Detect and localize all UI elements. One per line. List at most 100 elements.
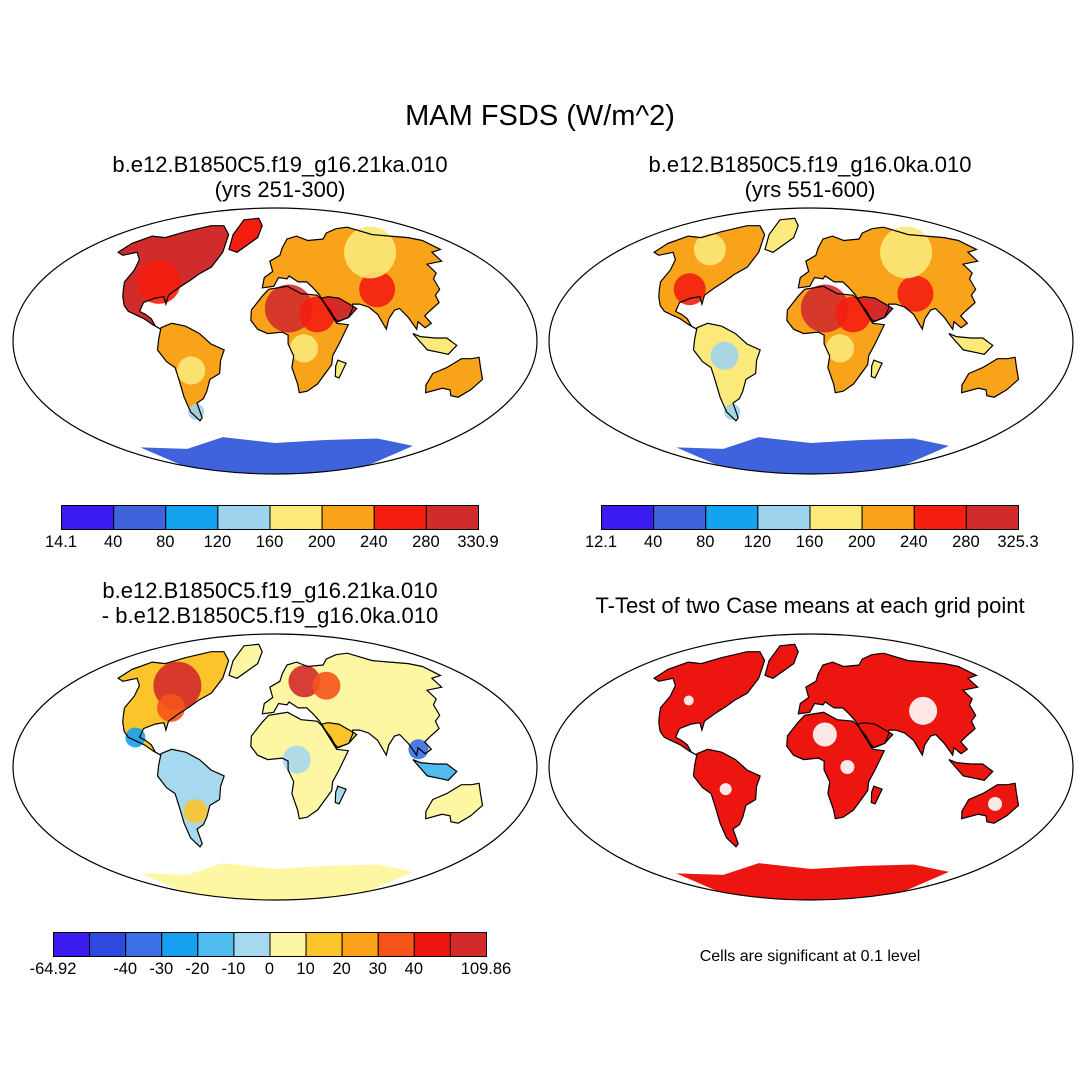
land-australia [425,357,483,398]
coastline-australia [961,356,1020,398]
land-africa [786,712,885,819]
map-outline [12,207,538,475]
coastline-africa [250,285,350,394]
land-antarctica [140,437,413,474]
colorbar-box [373,505,427,530]
colorbar-box [269,505,323,530]
colorbar-boxes [61,505,479,530]
colorbar-boxes [53,932,487,957]
colorbar-tick-label: 40 [103,533,123,551]
field-patch [724,403,741,420]
panel-title-case1-line2: (yrs 251-300) [214,177,346,202]
colorbar-tick-label: -20 [185,960,210,978]
land-greenland [765,644,799,679]
coastline-greenland [764,217,799,253]
map-outline [548,633,1074,901]
field-patch [312,671,341,700]
land-eurasia [262,227,442,330]
land-madagascar [871,360,883,378]
colorbar-box [377,932,415,957]
main-title: MAM FSDS (W/m^2) [405,100,675,132]
field-patch [359,271,396,308]
coastline-arabia [856,296,894,323]
colorbar-tick-label: 109.86 [460,960,512,978]
coastline-madagascar [334,785,347,805]
land-indonesia [948,333,993,355]
map-outline [548,207,1074,475]
field-patch [683,695,694,706]
colorbar-tick-label: 120 [203,533,232,551]
land-madagascar [335,360,347,378]
coastline-australia [961,782,1020,824]
field-patch [719,783,732,796]
colorbar-tick-label: 40 [643,533,663,551]
colorbar-box [165,505,219,530]
colorbar-box [89,932,127,957]
colorbar-box [757,505,811,530]
colorbar-tick-label: 240 [359,533,388,551]
field-patch [835,296,872,333]
land-greenland [765,218,799,253]
colorbar-tick-label: 12.1 [584,533,618,551]
colorbar-box [321,505,375,530]
colorbar-box [161,932,199,957]
land-madagascar [871,786,883,804]
coastline-indonesia [948,759,994,781]
coastline-australia [425,782,484,824]
colorbar-tick-label: 240 [899,533,928,551]
field-patch [408,739,429,760]
colorbar-tick-label: -64.92 [29,960,77,978]
field-patch [157,693,186,722]
colorbar-tick-label: 40 [404,960,424,978]
colorbar-tick-label: 120 [743,533,772,551]
land-arabia [321,722,357,748]
colorbar-tick-label: 280 [412,533,440,551]
colorbar-tick-label: 160 [255,533,284,551]
colorbar-box [861,505,915,530]
field-patch [897,275,934,312]
colorbar-box [269,932,307,957]
colorbar-tick-label: -30 [149,960,174,978]
significance-note: Cells are significant at 0.1 level [699,948,921,965]
land-indonesia [412,759,457,781]
colorbar-box [125,932,163,957]
field-patch [177,356,206,385]
land-southAmerica [693,323,761,421]
panel-title-case1-line1: b.e12.B1850C5.f19_g16.21ka.010 [112,152,448,177]
land-northAmerica [654,225,765,330]
colorbar-box [809,505,863,530]
coastline-greenland [764,643,799,679]
colorbar-tick-label: 330.9 [457,533,499,551]
panel-title-difference: b.e12.B1850C5.f19_g16.21ka.010 - b.e12.B… [60,578,480,628]
field-patch [290,334,319,363]
field-patch [183,799,208,824]
coastline-africa [786,711,886,820]
panel-title-difference-line2: - b.e12.B1850C5.f19_g16.0ka.010 [101,603,439,628]
colorbar-box [653,505,707,530]
land-antarctica [676,437,949,474]
panel-title-case2-line1: b.e12.B1850C5.f19_g16.0ka.010 [648,152,972,177]
coastline-northAmerica [652,225,766,330]
colorbar-tick-label: 0 [264,960,275,978]
map-outline [12,633,538,901]
colorbar-box [965,505,1019,530]
colorbar-box [341,932,379,957]
coastline-africa [786,285,886,394]
land-arabia [857,722,893,748]
coastline-southAmerica [156,748,225,848]
colorbar-box [913,505,967,530]
colorbar-tick-label: -40 [113,960,138,978]
colorbar-box [233,932,271,957]
field-patch [136,259,181,304]
colorbar-tick-label: 200 [847,533,876,551]
panel-title-case2: b.e12.B1850C5.f19_g16.0ka.010 (yrs 551-6… [600,152,1020,202]
colorbar-box [305,932,343,957]
coastline-australia [425,356,484,398]
colorbar-tick-label: 30 [368,960,387,978]
coastline-madagascar [334,359,347,379]
colorbar-tick-label: -10 [221,960,246,978]
field-patch [840,760,855,774]
colorbar-tick-label: 80 [156,533,175,551]
field-patch [188,403,205,420]
land-northAmerica [654,651,765,756]
